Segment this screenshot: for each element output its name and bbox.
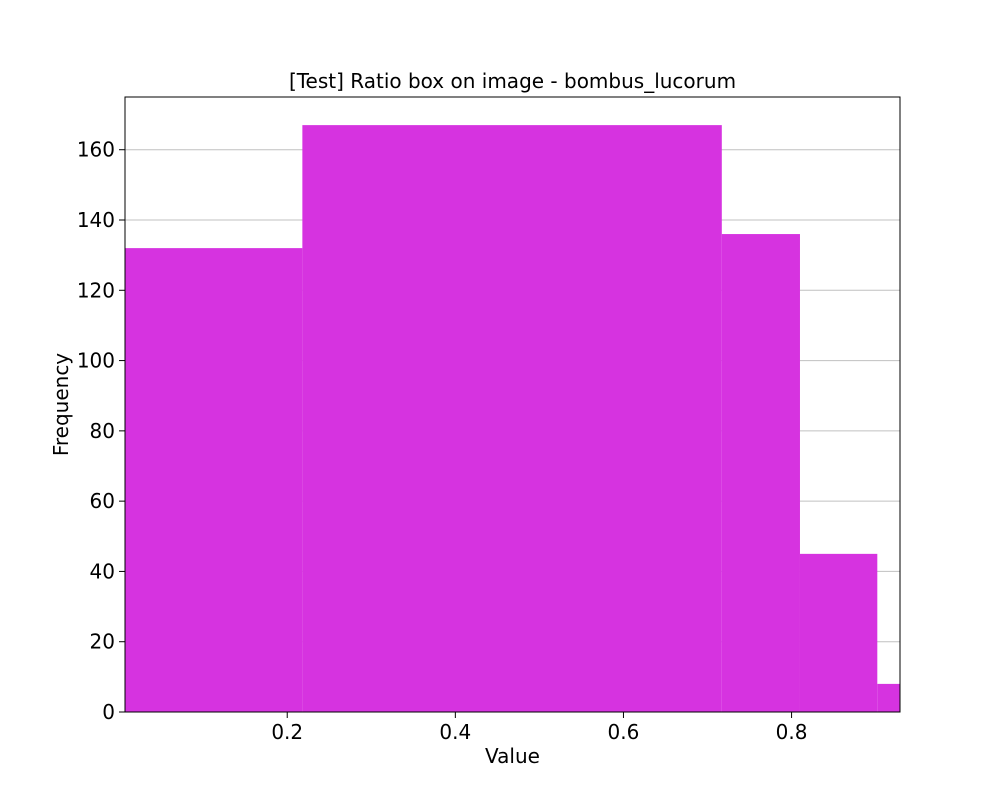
y-axis-ticks: 0 20 40 60 80 100 120 140 160 xyxy=(77,138,125,724)
histogram-bars xyxy=(125,125,900,713)
y-tick-label: 80 xyxy=(90,419,115,443)
x-axis-ticks: 0.2 0.4 0.6 0.8 xyxy=(271,712,807,744)
x-axis-label: Value xyxy=(485,744,540,768)
plot-frame xyxy=(124,96,901,713)
x-tick-label: 0.2 xyxy=(271,720,303,744)
histogram-bar xyxy=(799,553,878,712)
y-tick-label: 20 xyxy=(90,630,115,654)
y-tick-label: 0 xyxy=(102,700,115,724)
x-tick-label: 0.4 xyxy=(439,720,471,744)
y-tick-label: 160 xyxy=(77,138,115,162)
y-tick-label: 120 xyxy=(77,278,115,302)
x-tick-label: 0.6 xyxy=(608,720,640,744)
y-tick-label: 60 xyxy=(90,489,115,513)
histogram-bar xyxy=(721,234,800,713)
chart-title: [Test] Ratio box on image - bombus_lucor… xyxy=(289,69,736,93)
histogram-bar xyxy=(302,125,722,713)
y-tick-label: 40 xyxy=(90,559,115,583)
histogram-bar xyxy=(877,683,900,712)
y-tick-label: 140 xyxy=(77,208,115,232)
x-tick-label: 0.8 xyxy=(776,720,808,744)
y-axis-label: Frequency xyxy=(49,353,73,456)
y-tick-label: 100 xyxy=(77,349,115,373)
histogram-bar xyxy=(125,248,303,712)
